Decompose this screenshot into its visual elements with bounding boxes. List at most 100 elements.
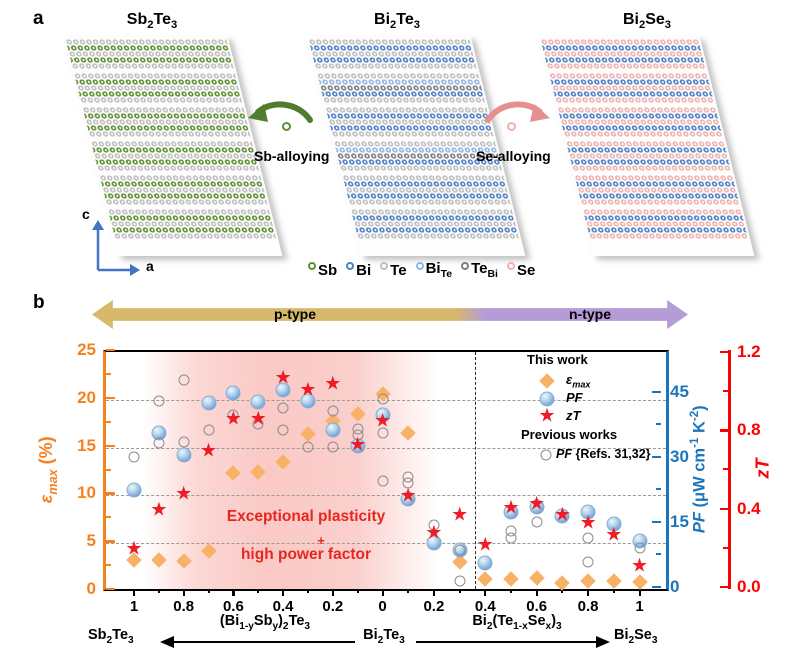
data-point-PF xyxy=(606,516,622,532)
data-point-PF_refs xyxy=(252,418,264,430)
legend-emax-label: εmax xyxy=(566,372,591,390)
data-point-PF xyxy=(325,422,341,438)
data-point-PF_refs xyxy=(302,441,314,453)
se-atom-icon xyxy=(506,262,515,270)
data-point-emax xyxy=(528,570,545,587)
plus-marker: + xyxy=(317,533,325,548)
zt-axis-line xyxy=(728,350,731,589)
data-point-PF xyxy=(375,407,390,423)
data-point-PF_refs xyxy=(402,477,414,489)
atom-legend: Sb Bi Te BiTe TeBi Se xyxy=(308,260,535,280)
data-point-zT: ★ xyxy=(605,524,623,546)
tebi-atom-icon xyxy=(461,262,470,270)
legend-zt-label: zT xyxy=(566,408,581,423)
legend-previous-works-label: Previous works xyxy=(521,427,618,442)
formula-sb2te3: Sb2Te3 xyxy=(88,627,134,646)
structure-title-bi2se3: Bi2Se3 xyxy=(622,11,672,32)
data-point-PF_refs xyxy=(582,532,594,544)
data-point-emax xyxy=(554,575,571,592)
data-point-emax xyxy=(400,425,416,441)
structure-title-bi2te3: Bi2Te3 xyxy=(374,11,420,32)
data-point-PF_refs xyxy=(377,475,388,487)
atom-legend-label: BiTe xyxy=(425,260,453,280)
panel-a-label: a xyxy=(33,8,44,29)
data-point-PF_refs xyxy=(531,516,543,527)
se-atom-icon xyxy=(507,122,516,131)
data-point-zT: ★ xyxy=(425,522,443,544)
atom-legend-item: BiTe xyxy=(415,260,453,280)
data-point-PF_refs xyxy=(377,393,388,405)
data-point-PF xyxy=(477,555,493,571)
data-point-emax xyxy=(503,571,519,588)
data-point-PF xyxy=(250,394,266,410)
atom-legend-item: Sb xyxy=(308,262,337,279)
data-point-PF_refs xyxy=(352,429,364,441)
atom-legend-item: Bi xyxy=(346,262,371,279)
pn-divider-line xyxy=(475,352,476,589)
n-type-label: n-type xyxy=(569,306,611,322)
data-point-PF xyxy=(126,482,142,498)
data-point-PF_refs xyxy=(327,441,339,453)
p-type-label: p-type xyxy=(274,306,316,322)
pf-axis-title: PF (μW cm-1 K-2) xyxy=(688,405,709,534)
data-point-PF_refs xyxy=(454,544,466,556)
data-point-zT: ★ xyxy=(476,534,494,556)
plot-area: Exceptional plasticity + high power fact… xyxy=(103,350,669,591)
data-point-PF_refs xyxy=(153,437,165,449)
te-atom-icon xyxy=(380,262,389,270)
data-point-emax xyxy=(606,573,622,590)
legend-this-work-label: This work xyxy=(527,352,588,367)
atom-legend-item: Te xyxy=(380,262,407,279)
formula-bitese: Bi2(Te1-xSex)3 xyxy=(472,613,562,632)
data-point-PF_refs xyxy=(454,575,466,587)
data-point-PF xyxy=(426,535,442,551)
data-point-PF_refs xyxy=(178,436,190,448)
data-point-PF xyxy=(176,447,192,463)
data-point-zT: ★ xyxy=(553,504,571,526)
sb-alloying-label: Sb-alloying xyxy=(254,148,330,164)
data-point-PF xyxy=(400,491,416,507)
legend-refs-marker xyxy=(540,449,552,461)
sb-atom-icon xyxy=(282,122,291,131)
atom-legend-item: TeBi xyxy=(461,260,498,280)
data-point-emax xyxy=(349,406,366,422)
data-point-emax xyxy=(250,464,267,481)
data-point-PF_refs xyxy=(634,542,645,554)
data-point-PF_refs xyxy=(277,402,289,414)
data-point-PF xyxy=(554,508,570,524)
zt-axis-title: zT xyxy=(752,458,773,479)
data-point-zT: ★ xyxy=(249,408,267,430)
data-point-PF_refs xyxy=(428,519,440,531)
axis-a-label: a xyxy=(146,258,154,274)
data-point-zT: ★ xyxy=(224,408,242,430)
data-point-zT: ★ xyxy=(349,434,367,456)
data-point-emax xyxy=(200,542,217,559)
crystal-axes-icon xyxy=(92,220,140,276)
data-point-PF xyxy=(300,393,316,409)
epsilon-gridline xyxy=(106,447,666,449)
data-point-PF_refs xyxy=(227,409,239,421)
atom-legend-label: Se xyxy=(516,261,536,279)
data-point-zT: ★ xyxy=(451,504,469,526)
data-point-zT: ★ xyxy=(324,373,342,395)
legend-pf-marker xyxy=(539,391,555,407)
data-point-PF xyxy=(275,382,291,398)
data-point-PF_refs xyxy=(377,427,388,439)
epsilon-axis-title: εmax (%) xyxy=(36,436,60,504)
data-point-zT: ★ xyxy=(579,512,597,534)
data-point-PF_refs xyxy=(153,395,165,407)
data-point-zT: ★ xyxy=(200,440,218,462)
data-point-PF xyxy=(580,504,596,520)
legend-pf-label: PF xyxy=(566,390,583,405)
legend-zt-marker: ★ xyxy=(538,405,556,427)
data-point-PF_refs xyxy=(277,424,289,436)
se-alloying-arrow-icon xyxy=(485,101,550,123)
data-point-emax xyxy=(580,573,596,590)
bite-atom-icon xyxy=(415,262,424,270)
composition-arrows-icon xyxy=(160,636,610,648)
power-factor-annotation: high power factor xyxy=(240,546,372,563)
atom-legend-item: Se xyxy=(506,261,536,279)
data-point-PF_refs xyxy=(505,532,517,544)
formula-bi2te3: Bi2Te3 xyxy=(363,627,405,646)
